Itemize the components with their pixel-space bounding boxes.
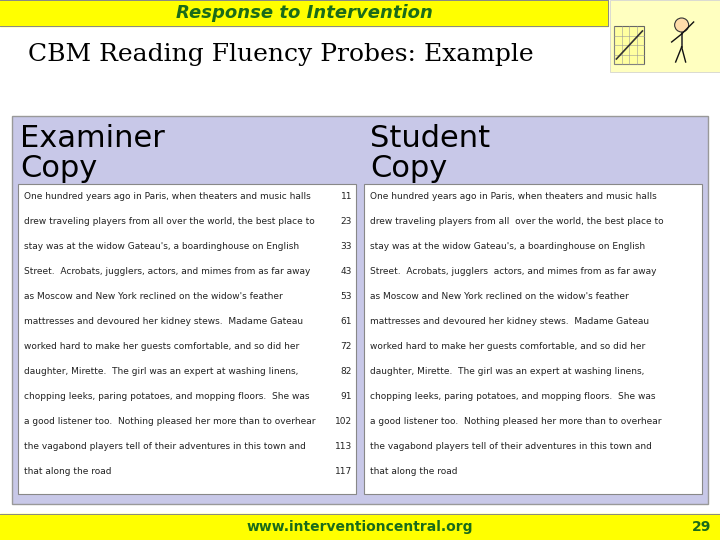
Bar — [0, 0, 608, 26]
Text: One hundred years ago in Paris, when theaters and music halls: One hundred years ago in Paris, when the… — [370, 192, 657, 201]
Text: drew traveling players from all over the world, the best place to: drew traveling players from all over the… — [24, 217, 315, 226]
Text: 43: 43 — [341, 267, 352, 276]
Text: the vagabond players tell of their adventures in this town and: the vagabond players tell of their adven… — [370, 442, 652, 451]
Text: chopping leeks, paring potatoes, and mopping floors.  She was: chopping leeks, paring potatoes, and mop… — [24, 392, 310, 401]
Text: Street.  Acrobats, jugglers, actors, and mimes from as far away: Street. Acrobats, jugglers, actors, and … — [24, 267, 310, 276]
Text: 61: 61 — [341, 317, 352, 326]
Text: 23: 23 — [341, 217, 352, 226]
Text: 29: 29 — [693, 520, 711, 534]
Text: the vagabond players tell of their adventures in this town and: the vagabond players tell of their adven… — [24, 442, 306, 451]
Text: worked hard to make her guests comfortable, and so did her: worked hard to make her guests comfortab… — [24, 342, 300, 351]
Text: 102: 102 — [335, 417, 352, 426]
Text: daughter, Mirette.  The girl was an expert at washing linens,: daughter, Mirette. The girl was an exper… — [370, 367, 644, 376]
Text: One hundred years ago in Paris, when theaters and music halls: One hundred years ago in Paris, when the… — [24, 192, 311, 201]
Text: mattresses and devoured her kidney stews.  Madame Gateau: mattresses and devoured her kidney stews… — [24, 317, 303, 326]
Text: 113: 113 — [335, 442, 352, 451]
Bar — [364, 184, 702, 494]
Text: Examiner
Copy: Examiner Copy — [20, 124, 165, 183]
Text: 11: 11 — [341, 192, 352, 201]
Bar — [18, 184, 356, 494]
Text: 33: 33 — [341, 242, 352, 251]
Text: stay was at the widow Gateau's, a boardinghouse on English: stay was at the widow Gateau's, a boardi… — [370, 242, 645, 251]
Text: 53: 53 — [341, 292, 352, 301]
Bar — [12, 116, 708, 504]
Text: 82: 82 — [341, 367, 352, 376]
Bar — [614, 26, 644, 64]
Text: 117: 117 — [335, 467, 352, 476]
Text: daughter, Mirette.  The girl was an expert at washing linens,: daughter, Mirette. The girl was an exper… — [24, 367, 298, 376]
Circle shape — [675, 18, 688, 32]
Text: that along the road: that along the road — [24, 467, 112, 476]
Text: a good listener too.  Nothing pleased her more than to overhear: a good listener too. Nothing pleased her… — [370, 417, 662, 426]
Text: as Moscow and New York reclined on the widow's feather: as Moscow and New York reclined on the w… — [370, 292, 629, 301]
Text: Street.  Acrobats, jugglers  actors, and mimes from as far away: Street. Acrobats, jugglers actors, and m… — [370, 267, 657, 276]
Text: 72: 72 — [341, 342, 352, 351]
Text: a good listener too.  Nothing pleased her more than to overhear: a good listener too. Nothing pleased her… — [24, 417, 315, 426]
Text: drew traveling players from all  over the world, the best place to: drew traveling players from all over the… — [370, 217, 664, 226]
Text: chopping leeks, paring potatoes, and mopping floors.  She was: chopping leeks, paring potatoes, and mop… — [370, 392, 655, 401]
Text: CBM Reading Fluency Probes: Example: CBM Reading Fluency Probes: Example — [28, 43, 534, 65]
Text: as Moscow and New York reclined on the widow's feather: as Moscow and New York reclined on the w… — [24, 292, 283, 301]
Text: 91: 91 — [341, 392, 352, 401]
Text: worked hard to make her guests comfortable, and so did her: worked hard to make her guests comfortab… — [370, 342, 645, 351]
Text: that along the road: that along the road — [370, 467, 457, 476]
Text: mattresses and devoured her kidney stews.  Madame Gateau: mattresses and devoured her kidney stews… — [370, 317, 649, 326]
Text: Response to Intervention: Response to Intervention — [176, 4, 433, 22]
Bar — [0, 514, 720, 540]
Text: stay was at the widow Gateau's, a boardinghouse on English: stay was at the widow Gateau's, a boardi… — [24, 242, 299, 251]
Text: www.interventioncentral.org: www.interventioncentral.org — [247, 520, 473, 534]
Text: Student
Copy: Student Copy — [370, 124, 490, 183]
Bar — [611, 0, 720, 72]
